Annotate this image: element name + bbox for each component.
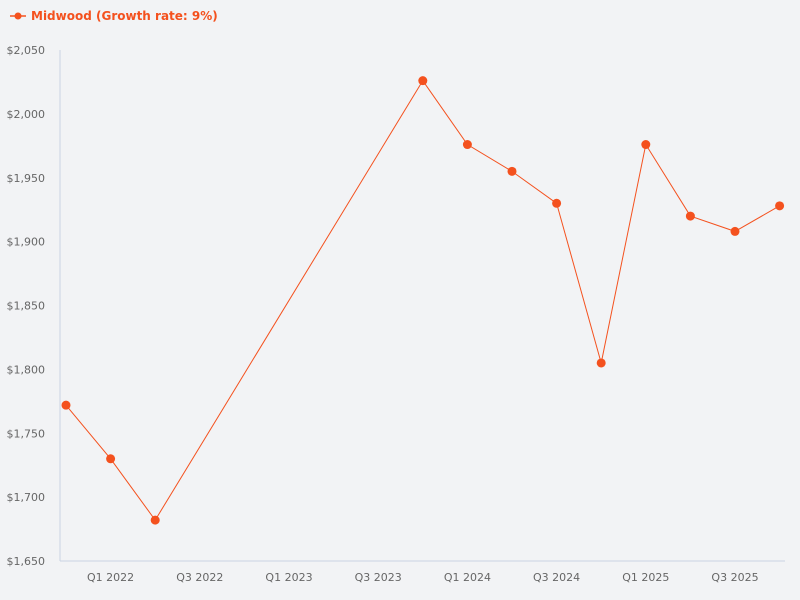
x-tick-label: Q3 2022 xyxy=(176,571,223,584)
data-point[interactable] xyxy=(685,211,695,221)
y-tick-label: $1,750 xyxy=(7,427,46,440)
x-tick-label: Q1 2022 xyxy=(87,571,134,584)
x-tick-label: Q1 2023 xyxy=(265,571,312,584)
y-tick-label: $1,850 xyxy=(7,300,46,313)
data-point[interactable] xyxy=(641,140,651,150)
legend[interactable]: Midwood (Growth rate: 9%) xyxy=(10,9,218,23)
y-tick-label: $1,900 xyxy=(7,236,46,249)
y-tick-label: $1,950 xyxy=(7,172,46,185)
series-line xyxy=(65,79,780,522)
y-tick-label: $2,000 xyxy=(7,108,46,121)
data-point[interactable] xyxy=(150,515,160,525)
x-tick-label: Q3 2024 xyxy=(533,571,580,584)
data-point[interactable] xyxy=(418,76,428,86)
data-point[interactable] xyxy=(507,166,517,176)
y-tick-label: $1,650 xyxy=(7,555,46,568)
y-tick-label: $1,700 xyxy=(7,491,46,504)
data-point[interactable] xyxy=(106,454,116,464)
data-point[interactable] xyxy=(596,358,606,368)
data-point[interactable] xyxy=(462,140,472,150)
y-tick-label: $1,800 xyxy=(7,363,46,376)
x-tick-label: Q1 2025 xyxy=(622,571,669,584)
legend-marker-icon xyxy=(10,12,26,20)
x-tick-label: Q1 2024 xyxy=(444,571,491,584)
data-point[interactable] xyxy=(552,198,562,208)
y-tick-label: $2,050 xyxy=(7,44,46,57)
legend-label: Midwood (Growth rate: 9%) xyxy=(31,9,218,23)
x-tick-label: Q3 2025 xyxy=(711,571,758,584)
data-point[interactable] xyxy=(61,400,71,410)
x-tick-label: Q3 2023 xyxy=(355,571,402,584)
data-point[interactable] xyxy=(730,226,740,236)
data-point[interactable] xyxy=(775,201,785,211)
